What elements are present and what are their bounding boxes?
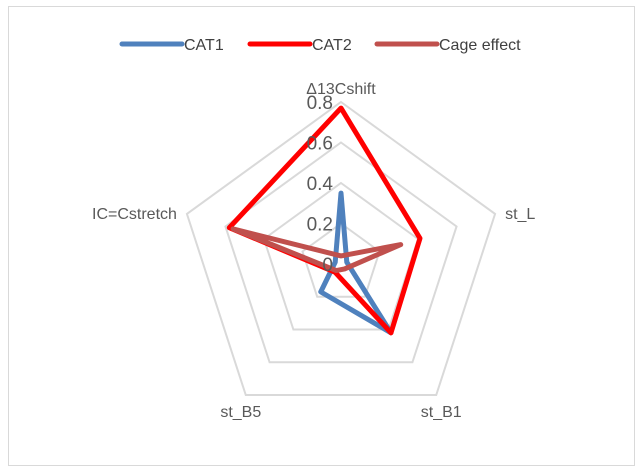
axis-label: st_B1 <box>421 404 462 421</box>
grid-ring <box>185 100 497 397</box>
chart-area <box>8 6 635 466</box>
tick-label: 0 <box>322 255 333 276</box>
axis-label: st_B5 <box>220 404 261 421</box>
series-line-cat1 <box>318 190 394 336</box>
tick-label: 0.6 <box>307 134 333 155</box>
tick-label: 0.8 <box>307 93 333 114</box>
legend-label: Cage effect <box>439 37 521 54</box>
radar-grid <box>185 100 497 397</box>
legend-label: CAT2 <box>312 37 352 54</box>
category-labels: Δ13Cshift st_L st_B1 st_B5 IC=Cstretch <box>92 81 535 421</box>
legend: CAT1 CAT2 Cage effect <box>119 37 521 54</box>
axis-label: Δ13Cshift <box>306 81 376 98</box>
tick-labels: 0 0.2 0.4 0.6 0.8 <box>307 93 334 276</box>
axis-label: st_L <box>505 206 535 223</box>
axis-label: IC=Cstretch <box>92 206 177 223</box>
legend-label: CAT1 <box>184 37 224 54</box>
series-line-cage-effect <box>230 226 404 274</box>
series-layer <box>226 105 423 336</box>
grid-ring <box>262 181 420 331</box>
tick-label: 0.4 <box>307 174 334 195</box>
tick-label: 0.2 <box>307 215 333 236</box>
series-line-cat2 <box>226 105 423 336</box>
